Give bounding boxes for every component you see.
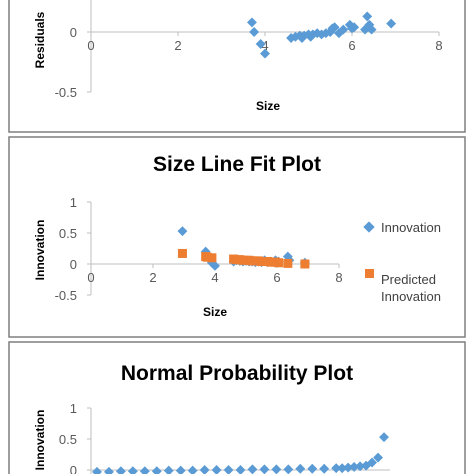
y-tick-label: 0.5 bbox=[59, 432, 77, 447]
x-tick-label: 2 bbox=[149, 270, 156, 285]
data-point bbox=[271, 464, 282, 474]
y-tick-label: 0 bbox=[70, 25, 77, 40]
data-point bbox=[343, 462, 354, 473]
x-tick-label: 6 bbox=[348, 38, 355, 53]
legend-predicted-label-line1: Predicted bbox=[381, 272, 436, 287]
legend-innovation-label: Innovation bbox=[381, 220, 441, 235]
data-point bbox=[247, 464, 258, 474]
legend-predicted-label-line2: Innovation bbox=[381, 289, 441, 304]
data-point bbox=[247, 17, 257, 28]
y-axis-label-residuals: Residuals bbox=[33, 11, 47, 68]
data-point bbox=[259, 464, 270, 474]
data-point-predicted bbox=[300, 259, 310, 269]
data-point bbox=[175, 465, 186, 474]
data-point bbox=[367, 457, 378, 468]
y-tick-label: 1 bbox=[70, 401, 77, 416]
data-point bbox=[349, 461, 360, 472]
data-point-predicted bbox=[266, 257, 276, 267]
data-point bbox=[283, 464, 294, 474]
x-axis-label-linefit: Size bbox=[203, 305, 227, 319]
panel-normal-frame bbox=[8, 341, 466, 474]
x-axis-label-residuals: Size bbox=[256, 99, 280, 113]
panel-linefit-frame bbox=[8, 136, 466, 338]
data-point bbox=[379, 432, 389, 443]
data-point bbox=[177, 226, 188, 237]
data-point-predicted bbox=[274, 258, 284, 268]
x-tick-label: 8 bbox=[335, 270, 342, 285]
x-tick-label: 0 bbox=[87, 38, 94, 53]
x-tick-label: 8 bbox=[435, 38, 442, 53]
y-tick-label: 1 bbox=[70, 195, 77, 210]
x-tick-label: 4 bbox=[211, 270, 218, 285]
data-point bbox=[295, 463, 306, 474]
data-point bbox=[373, 452, 383, 463]
y-tick-label: -0.5 bbox=[55, 288, 77, 303]
x-tick-label: 4 bbox=[261, 38, 268, 53]
y-tick-label: -0.5 bbox=[55, 85, 77, 100]
chart-title-normal: Normal Probability Plot bbox=[121, 362, 353, 385]
data-point bbox=[235, 465, 246, 474]
data-point-predicted bbox=[177, 248, 187, 258]
y-axis-label-normal: Innovation bbox=[33, 410, 47, 471]
data-point-predicted bbox=[202, 252, 212, 262]
data-point bbox=[211, 465, 222, 474]
data-point-predicted bbox=[207, 253, 217, 263]
data-point bbox=[337, 463, 348, 474]
data-point bbox=[331, 463, 342, 474]
chart-title-linefit: Size Line Fit Plot bbox=[153, 153, 321, 176]
legend-linefit: Innovation Predicted Innovation bbox=[363, 220, 441, 304]
data-point bbox=[223, 465, 234, 474]
y-tick-label: 0 bbox=[70, 463, 77, 474]
data-point bbox=[210, 260, 220, 271]
legend-predicted-marker bbox=[365, 269, 374, 278]
data-point bbox=[355, 461, 366, 472]
panel-residuals-frame bbox=[8, 0, 466, 133]
x-tick-label: 0 bbox=[87, 270, 94, 285]
legend-innovation-marker bbox=[363, 221, 375, 233]
y-tick-label: 0.5 bbox=[59, 226, 77, 241]
y-axis-label-linefit: Innovation bbox=[33, 220, 47, 281]
data-point bbox=[319, 463, 330, 474]
data-point bbox=[307, 463, 318, 474]
data-point bbox=[199, 465, 210, 474]
data-point-predicted bbox=[283, 258, 293, 268]
y-tick-label: 0 bbox=[70, 257, 77, 272]
x-tick-label: 2 bbox=[174, 38, 181, 53]
data-point bbox=[163, 465, 174, 474]
x-tick-label: 6 bbox=[273, 270, 280, 285]
data-point bbox=[187, 465, 198, 474]
